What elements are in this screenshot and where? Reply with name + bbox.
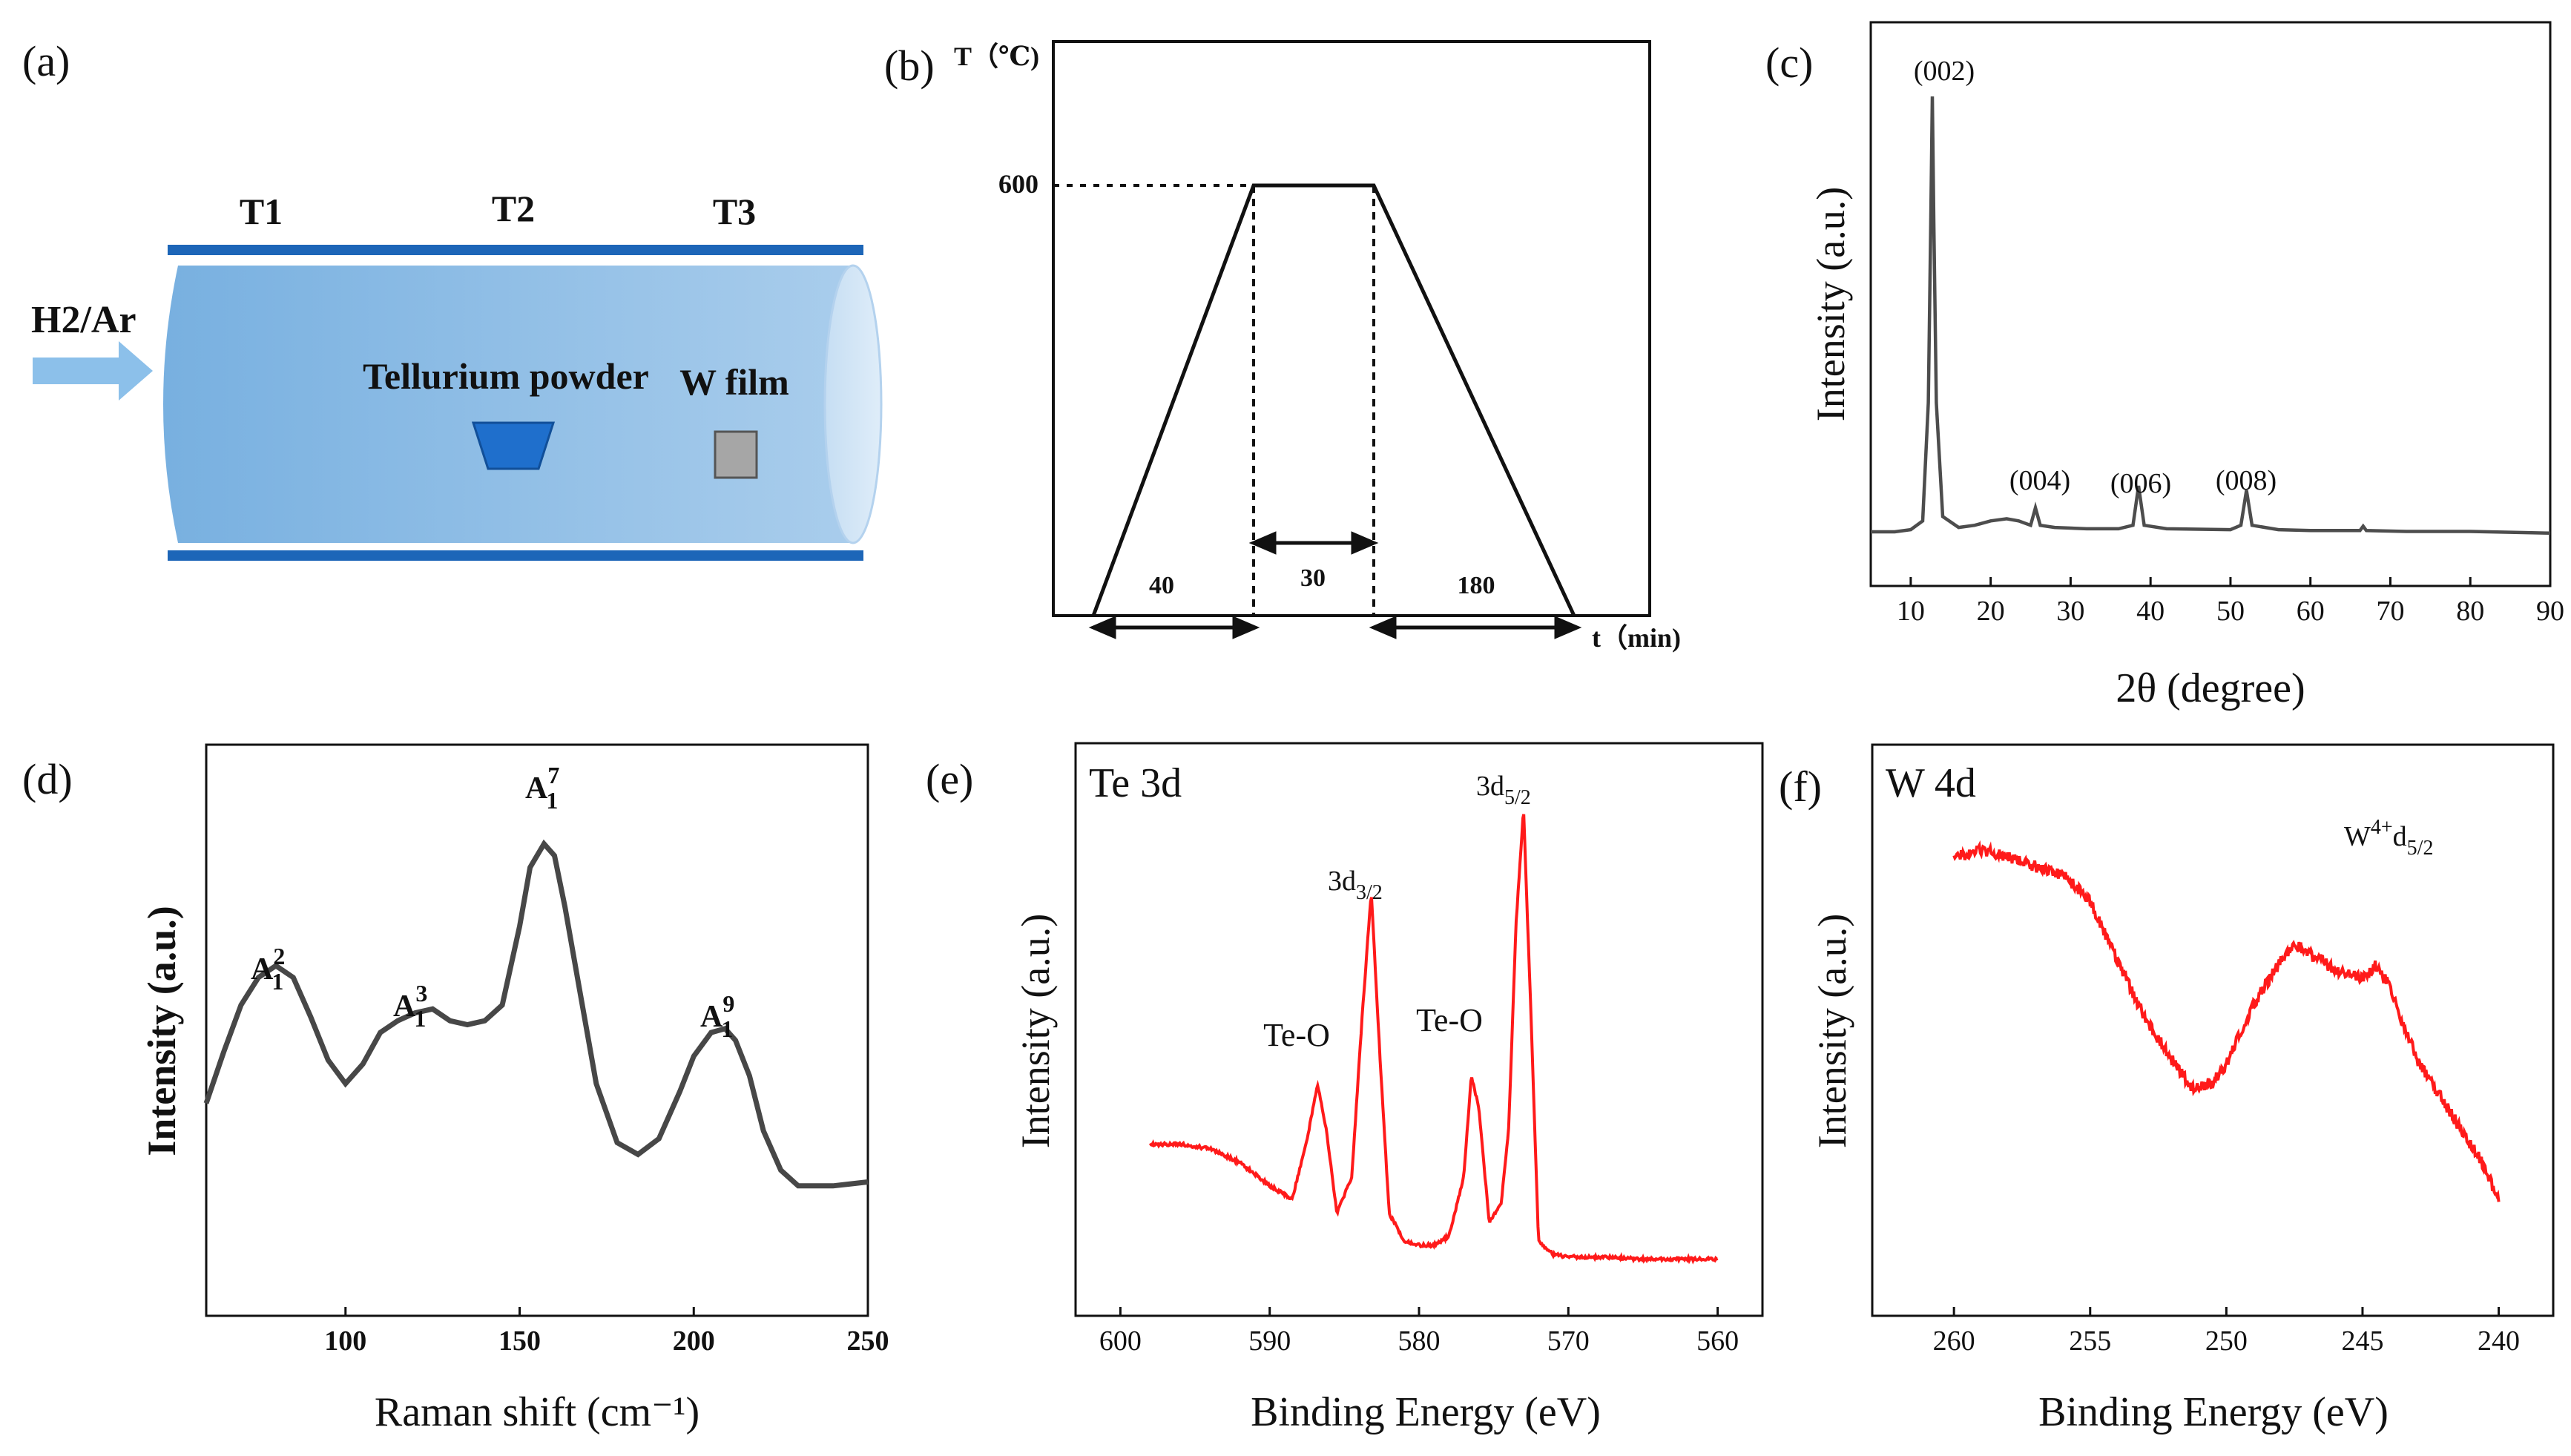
- xrd-peak-label-006: (006): [2110, 468, 2171, 499]
- x-tick-label-600: 600: [1099, 1325, 1142, 1357]
- temperature-label: 600: [998, 169, 1038, 199]
- schedule-y-label: T（℃): [954, 42, 1039, 71]
- te3d-x-label: Binding Energy (eV): [1251, 1389, 1601, 1435]
- x-tick-label-150: 150: [498, 1325, 541, 1357]
- x-tick-label-200: 200: [673, 1325, 715, 1357]
- x-tick-label-50: 50: [2216, 596, 2245, 627]
- mode-label-a1-2: A2 1: [251, 943, 285, 995]
- duration-arrows: [1088, 531, 1582, 639]
- tube-bottom-rail: [168, 550, 863, 561]
- x-tick-label-80: 80: [2456, 596, 2484, 627]
- cool-down-duration: 180: [1458, 572, 1495, 599]
- mode-label-a1-7: A7 1: [525, 762, 559, 814]
- te3d-title: Te 3d: [1089, 760, 1182, 806]
- x-tick-label-570: 570: [1547, 1325, 1590, 1357]
- x-tick-label-560: 560: [1696, 1325, 1739, 1357]
- w4d-y-label: Intensity (a.u.): [1810, 914, 1854, 1148]
- xrd-peak-label-002: (002): [1914, 56, 1975, 87]
- substrate-label: W film: [679, 361, 789, 403]
- tube-top-rail: [168, 245, 863, 255]
- zone-label-t3: T3: [713, 191, 756, 232]
- x-tick-label-40: 40: [2136, 596, 2165, 627]
- x-tick-label-255: 255: [2069, 1325, 2111, 1357]
- xrd-y-label: Intensity (a.u.): [1808, 187, 1853, 421]
- raman-frame: [205, 743, 869, 1317]
- panel-f: (f) W 4d 260 255 250 245 240 W4+d5/2 Binding…: [1779, 743, 2555, 1435]
- te3d-x-ticks: 600 590 580 570 560: [1099, 1307, 1739, 1357]
- panel-a-label: (a): [22, 37, 70, 85]
- te3d-y-label: Intensity (a.u.): [1013, 914, 1058, 1148]
- x-tick-label-260: 260: [1933, 1325, 1975, 1357]
- w4d-annotation: W4+d5/2: [2344, 816, 2433, 860]
- raman-x-ticks: 100 150 200 250: [324, 1307, 889, 1357]
- raman-y-label: Intensity (a.u.): [139, 906, 184, 1156]
- peak-label-3d32: 3d3/2: [1328, 866, 1383, 904]
- panel-e-label: (e): [926, 755, 973, 803]
- x-tick-label-250: 250: [2205, 1325, 2248, 1357]
- panel-b-label: (b): [884, 42, 935, 90]
- te-o-label-2: Te-O: [1416, 1002, 1483, 1038]
- x-tick-label-100: 100: [324, 1325, 366, 1357]
- x-tick-label-60: 60: [2297, 596, 2325, 627]
- w4d-spectrum-line: [1952, 840, 2501, 1202]
- peak-label-3d52: 3d5/2: [1476, 771, 1531, 809]
- x-tick-label-30: 30: [2056, 596, 2084, 627]
- quartz-tube: [163, 266, 853, 543]
- x-tick-label-20: 20: [1977, 596, 2005, 627]
- x-tick-label-245: 245: [2341, 1325, 2383, 1357]
- ramp-up-duration: 40: [1149, 572, 1174, 599]
- w4d-frame: [1871, 743, 2555, 1317]
- tellurium-boat-icon: [471, 421, 556, 470]
- te-o-label-1: Te-O: [1263, 1017, 1330, 1053]
- mode-label-a1-3: A3 1: [393, 980, 427, 1032]
- panel-d: (d) 100 150 200 250 A2 1 A3 1 A7 1 A9 1 Raman s…: [22, 743, 889, 1435]
- x-tick-label-10: 10: [1897, 596, 1925, 627]
- xrd-peak-label-004: (004): [2009, 465, 2070, 496]
- x-tick-label-70: 70: [2376, 596, 2404, 627]
- panel-b: (b) T（℃) t（min) 600 40 30 180: [884, 40, 1681, 653]
- w4d-title: W 4d: [1886, 760, 1976, 806]
- panel-f-label: (f): [1779, 762, 1822, 811]
- dwell-duration: 30: [1300, 564, 1326, 592]
- w-film-icon: [714, 430, 758, 479]
- panel-c-label: (c): [1765, 39, 1813, 87]
- panel-e: (e) Te 3d 600 590 580 570 560 3d3/2 3d5/2 Te…: [926, 742, 1764, 1435]
- panel-d-label: (d): [22, 755, 73, 803]
- zone-label-t1: T1: [240, 191, 283, 232]
- x-tick-label-240: 240: [2478, 1325, 2520, 1357]
- x-tick-label-90: 90: [2536, 596, 2564, 627]
- source-label: Tellurium powder: [363, 355, 649, 397]
- te3d-spectrum-line: [1148, 814, 1719, 1265]
- xrd-frame: [1869, 21, 2552, 587]
- x-tick-label-590: 590: [1248, 1325, 1291, 1357]
- x-tick-label-580: 580: [1398, 1325, 1441, 1357]
- xrd-x-ticks: 10 20 30 40 50 60 70 80 90: [1897, 577, 2564, 627]
- xrd-peak-label-008: (008): [2216, 465, 2277, 496]
- w4d-x-ticks: 260 255 250 245 240: [1933, 1307, 2520, 1357]
- mode-label-a1-9: A9 1: [700, 990, 734, 1042]
- panel-c: (c) 10 20 30 40 50 60 70 80 90 (002) (004) (006)…: [1765, 21, 2564, 711]
- schedule-frame: [1052, 40, 1651, 617]
- panel-a: (a) H2/Ar T1 T2 T3 Tellurium powder W fi…: [22, 37, 883, 561]
- raman-mode-labels: A2 1 A3 1 A7 1 A9 1: [251, 762, 734, 1042]
- gas-label: H2/Ar: [31, 299, 136, 341]
- x-tick-label-250: 250: [847, 1325, 889, 1357]
- xrd-line: [1871, 96, 2551, 536]
- heating-profile: [1091, 183, 1576, 617]
- raman-x-label: Raman shift (cm⁻¹): [375, 1389, 699, 1435]
- schedule-x-label: t（min): [1592, 623, 1681, 653]
- xrd-x-label: 2θ (degree): [2116, 665, 2305, 711]
- w4d-x-label: Binding Energy (eV): [2038, 1389, 2389, 1435]
- gas-inlet-arrow-icon: [33, 341, 153, 401]
- raman-line: [203, 839, 869, 1189]
- tube-end-cap: [823, 264, 883, 544]
- zone-label-t2: T2: [492, 188, 535, 229]
